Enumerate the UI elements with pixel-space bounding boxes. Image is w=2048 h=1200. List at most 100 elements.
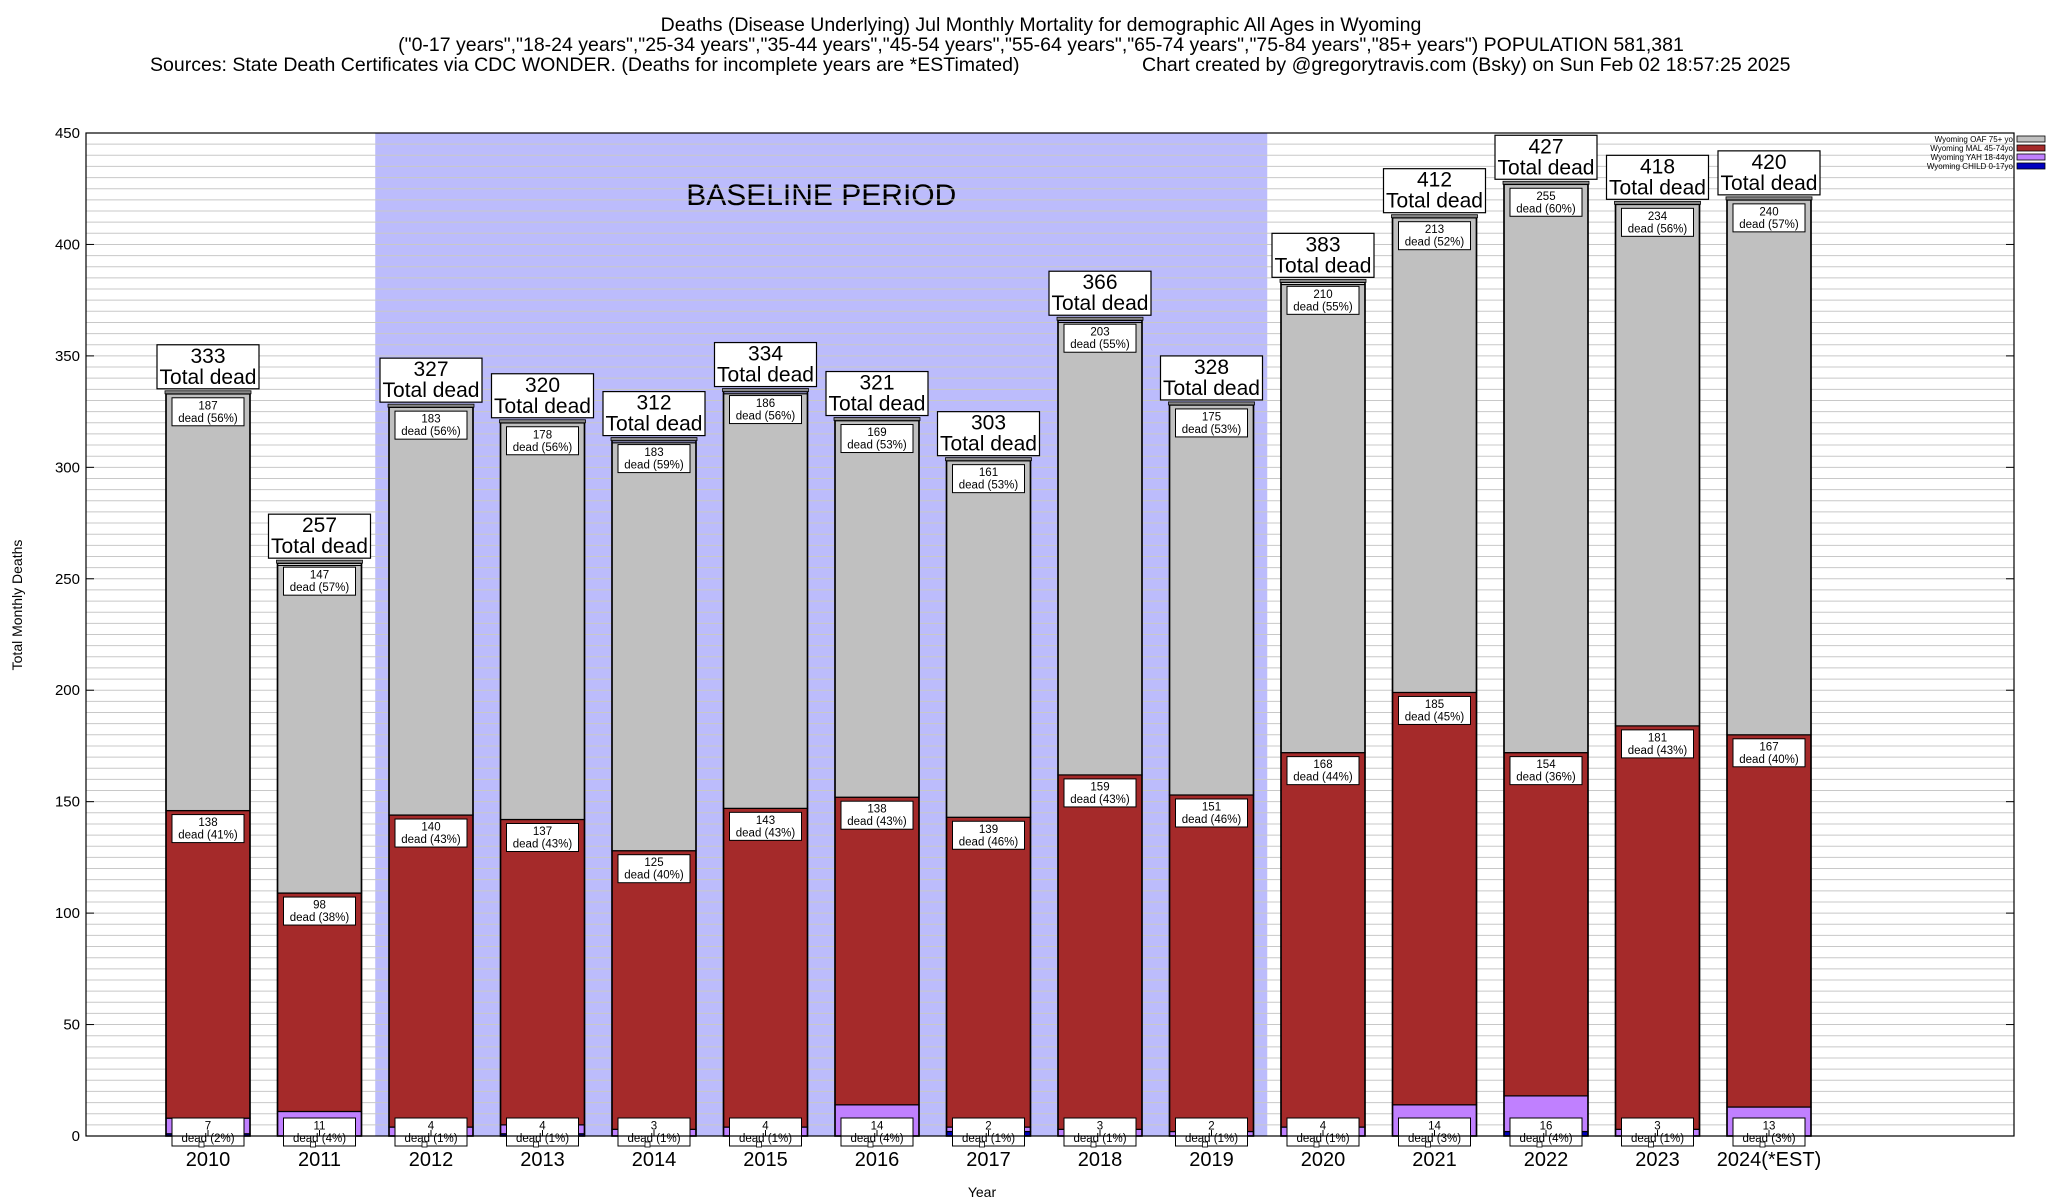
segment-label-box (1509, 187, 1583, 217)
plot-frame (85, 132, 2015, 1137)
segment-label-oaf: dead (60%) (1516, 203, 1576, 215)
x-tick-label: 2024(*EST) (1717, 1149, 1822, 1171)
chart-subtitle: ("0-17 years","18-24 years","25-34 years… (398, 34, 1684, 56)
point-marker (310, 1141, 316, 1148)
segment-label-box (1732, 738, 1806, 768)
segment-label-mal: 138 (867, 804, 886, 816)
segment-label-box (617, 854, 691, 884)
bar-oaf (388, 406, 474, 816)
segment-label-mal: 151 (1202, 801, 1221, 813)
total-label: 303 (971, 412, 1006, 435)
bar-cap (1725, 196, 1813, 201)
chart-title: Deaths (Disease Underlying) Jul Monthly … (661, 14, 1422, 36)
x-tick-label: 2011 (298, 1149, 341, 1171)
bar-cap (1168, 401, 1255, 406)
total-label-box (602, 390, 706, 437)
segment-label-box (1063, 778, 1137, 808)
total-label: 257 (302, 514, 337, 537)
segment-label-oaf: 186 (756, 398, 775, 410)
legend-swatch (2016, 135, 2046, 143)
total-label-box (825, 370, 929, 417)
credit-note: Chart created by @gregorytravis.com (Bsk… (1142, 54, 1791, 76)
total-label: 383 (1305, 233, 1340, 256)
segment-label-mal: 138 (198, 817, 217, 829)
segment-label-mal: dead (36%) (1516, 772, 1576, 784)
segment-label-mal: dead (38%) (290, 912, 350, 924)
total-label: 418 (1640, 155, 1675, 178)
total-label-box (1717, 150, 1821, 196)
segment-label-box (1175, 798, 1248, 828)
bar-oaf (1503, 183, 1589, 754)
bar-oaf (1168, 404, 1255, 796)
y-tick-label: 150 (55, 794, 80, 811)
total-label: Total dead (494, 395, 591, 418)
total-label: 320 (525, 374, 560, 397)
x-tick-label: 2012 (409, 1149, 454, 1171)
total-label-box (156, 344, 260, 390)
segment-label-mal: 140 (421, 822, 440, 834)
segment-label-oaf: dead (56%) (401, 426, 461, 438)
bar-cap (610, 437, 698, 441)
point-marker (1090, 1141, 1097, 1148)
segment-label-oaf: dead (53%) (959, 480, 1019, 492)
bar-mal (1614, 725, 1701, 1130)
bar-oaf (945, 457, 1032, 818)
segment-label-oaf: dead (53%) (847, 440, 907, 452)
total-label: 412 (1417, 169, 1452, 192)
bar-mal (165, 809, 251, 1119)
segment-label-mal: 98 (313, 900, 326, 912)
segment-label-yah: 2 (1208, 1121, 1214, 1133)
segment-label-oaf: 234 (1648, 211, 1668, 223)
x-tick-label: 2014 (632, 1149, 677, 1171)
bar-mal (722, 807, 809, 1128)
bar-mal (1503, 752, 1589, 1097)
bar-mal (276, 892, 363, 1113)
total-label-box (1494, 134, 1598, 180)
segment-label-oaf: 183 (644, 447, 663, 459)
segment-label-oaf: 161 (979, 467, 998, 479)
total-label: Total dead (1163, 377, 1260, 400)
segment-label-yah: 4 (428, 1121, 435, 1133)
segment-label-box (1286, 285, 1360, 315)
segment-label-box (1621, 729, 1694, 759)
x-tick-label: 2021 (1412, 1149, 1457, 1171)
bar-mal (1168, 794, 1255, 1133)
segment-label-oaf: 169 (867, 427, 886, 439)
point-marker (1202, 1141, 1208, 1148)
legend-swatch (2016, 153, 2046, 161)
total-label: 312 (636, 392, 671, 415)
chart-header: Deaths (Disease Underlying) Jul Monthly … (150, 14, 1791, 76)
y-tick-label: 450 (55, 125, 80, 142)
segment-label-box (394, 410, 468, 440)
segment-label-oaf: dead (56%) (178, 413, 238, 425)
segment-label-box (283, 566, 356, 596)
bar-cap (945, 457, 1032, 462)
bar-cap (1391, 214, 1478, 219)
segment-label-box (1509, 756, 1583, 786)
total-label-box (936, 411, 1041, 457)
bar-mal (1057, 774, 1143, 1130)
segment-label-oaf: 175 (1202, 411, 1221, 423)
segment-label-yah: 3 (1654, 1121, 1660, 1133)
total-label: Total dead (1498, 156, 1595, 179)
segment-label-mal: dead (46%) (1182, 814, 1242, 826)
segment-label-oaf: 203 (1090, 327, 1109, 339)
segment-label-box (840, 424, 914, 454)
bar-cap (1056, 316, 1144, 321)
y-axis-label: Total Monthly Deaths (9, 540, 25, 671)
segment-label-box (952, 464, 1025, 494)
segment-label-yah: 13 (1763, 1121, 1776, 1133)
segment-label-box (1398, 695, 1471, 725)
segment-label-box (1175, 408, 1248, 438)
total-label: 333 (190, 345, 225, 368)
segment-label-mal: dead (45%) (1405, 711, 1465, 723)
bars-layer (164, 180, 1813, 1137)
bar-mal (388, 814, 474, 1128)
baseline-label: BASELINE PERIOD (686, 179, 956, 212)
segment-label-box (506, 822, 579, 852)
axes-layer: 2010 2011 2012 2013 2014 2015 2016 2017 2018 2019… (55, 125, 2015, 1171)
bar-mal (1726, 734, 1812, 1108)
x-tick-label: 2020 (1301, 1149, 1346, 1171)
